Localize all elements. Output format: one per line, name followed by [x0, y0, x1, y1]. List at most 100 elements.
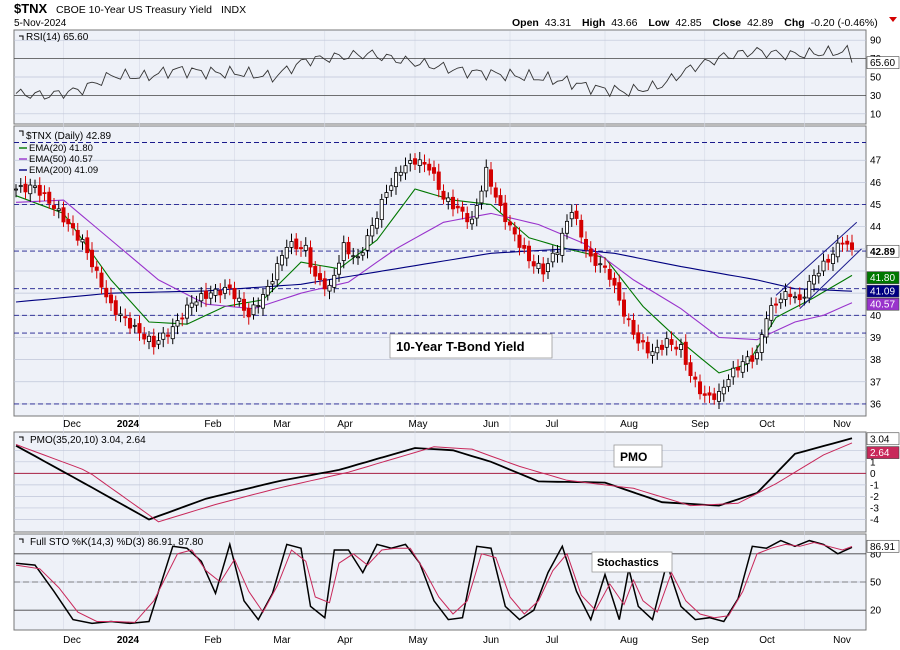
price-bar-body — [85, 237, 90, 254]
price-last-value-text: 42.89 — [870, 247, 895, 258]
open-value: 43.31 — [545, 17, 571, 29]
price-bar-body — [142, 333, 147, 340]
price-bar-body — [246, 307, 251, 318]
pmo-y-tick-label: -2 — [870, 492, 879, 503]
ema20-last-value: 41.80 — [866, 271, 900, 284]
symbol-name: CBOE 10-Year US Treasury Yield — [56, 4, 212, 16]
price-bar-body — [90, 249, 95, 268]
price-bar-body — [783, 291, 788, 300]
annotation-text: PMO — [620, 450, 647, 464]
rsi-last-value: 65.60 — [866, 56, 900, 69]
x-axis-label-price: Sep — [691, 419, 709, 430]
price-bar-body — [232, 287, 237, 300]
x-axis-label-bottom: Apr — [337, 635, 353, 646]
price-bar-body — [455, 205, 460, 209]
price-bar-body — [403, 165, 408, 174]
x-axis-label-price: Oct — [759, 419, 775, 430]
price-bar-body — [669, 339, 674, 345]
price-bars — [13, 151, 855, 410]
price-bar-body — [702, 393, 707, 396]
axis-labels: Dec Dec 2024 2024 Feb Feb Mar Mar Apr Apr May May Ju… — [63, 36, 900, 646]
price-bar-body — [441, 190, 446, 200]
price-bar-body — [146, 335, 151, 342]
pmo-legend: PMO(35,20,10) 3.04, 2.64 — [19, 435, 146, 446]
price-bar-body — [227, 284, 232, 289]
price-bar-body — [731, 367, 736, 378]
price-bar-body — [469, 218, 474, 225]
annotation-text: 10-Year T-Bond Yield — [396, 339, 525, 354]
rsi-line — [15, 44, 853, 100]
price-bar-body — [655, 346, 660, 354]
rsi-last-value-box — [866, 56, 900, 69]
rsi-y-tick-label: 50 — [870, 73, 882, 84]
pmo-signal-last-value-box — [866, 446, 900, 459]
price-bar-body — [265, 285, 270, 296]
pmo-y-tick-label: 0 — [870, 469, 876, 480]
price-bar-body — [260, 294, 265, 309]
price-legend-title: $TNX (Daily) 42.89 — [26, 131, 111, 142]
price-bar-body — [23, 183, 28, 193]
price-bar-body — [626, 318, 631, 321]
price-bar-body — [717, 391, 722, 402]
price-bar-body — [755, 352, 760, 360]
price-bar-body — [94, 266, 99, 271]
x-axis-label-price: Feb — [204, 419, 222, 430]
rsi-legend: RSI(14) 65.60 — [19, 32, 89, 43]
price-y-tick-label: 45 — [870, 200, 882, 211]
price-bar-body — [565, 220, 570, 234]
price-bar-body — [389, 185, 394, 191]
price-bar-body — [213, 288, 218, 296]
x-axis-label-price: Jun — [483, 419, 499, 430]
price-bar-body — [327, 284, 332, 292]
price-bar-body — [80, 238, 85, 243]
price-bar-body — [679, 344, 684, 350]
price-y-tick-label: 36 — [870, 399, 882, 410]
stochastics-legend: Full STO %K(14,3) %D(3) 86.91, 87.80 — [19, 537, 204, 548]
annotation-box — [613, 444, 663, 468]
price-bar-body — [688, 362, 693, 377]
price-y-tick-label: 46 — [870, 178, 882, 189]
price-bar-body — [47, 191, 52, 204]
x-axis-label-bottom: Aug — [620, 635, 638, 646]
sto-line-1 — [15, 541, 853, 623]
price-bar-body — [294, 238, 299, 250]
price-bar-body — [104, 287, 109, 298]
price-bar-body — [322, 278, 327, 290]
price-bar-body — [740, 361, 745, 373]
price-bar-body — [123, 316, 128, 319]
price-bar-body — [660, 344, 665, 350]
price-bar-body — [184, 304, 189, 319]
price-bar-body — [436, 171, 441, 190]
low-label: Low — [648, 17, 670, 29]
x-axis-label-bottom: Nov — [833, 635, 851, 646]
rsi-legend-text: RSI(14) 65.60 — [26, 32, 89, 43]
price-bar-body — [612, 277, 617, 286]
price-bar-body — [332, 274, 337, 288]
price-bar-body — [826, 258, 831, 263]
price-bar-body — [374, 218, 379, 229]
price-bar-body — [617, 282, 622, 301]
price-bar-body — [398, 171, 403, 176]
price-bar-body — [641, 340, 646, 343]
price-bar-body — [479, 190, 484, 204]
price-bar-body — [71, 223, 76, 229]
price-bar-body — [370, 225, 375, 237]
ema200-last-value-box — [866, 284, 900, 298]
price-bar-body — [270, 281, 275, 285]
pmo-last-value: 3.04 — [866, 432, 900, 445]
price-bar-body — [99, 272, 104, 288]
price-bar-body — [726, 379, 731, 388]
chart-date: 5-Nov-2024 — [14, 18, 67, 29]
sto-y-tick-label: 50 — [870, 578, 882, 589]
price-y-tick-label: 37 — [870, 377, 882, 388]
x-axis-label-bottom: Oct — [759, 635, 775, 646]
high-value: 43.66 — [611, 17, 637, 29]
price-last-value-box — [866, 244, 900, 258]
price-bar-body — [527, 245, 532, 262]
sto-y-tick-label: 80 — [870, 549, 882, 560]
ohlc-readout: Open 43.31 High 43.66 Low 42.85 Close 42… — [512, 17, 878, 29]
price-bar-body — [132, 324, 137, 327]
price-bar-body — [517, 234, 522, 248]
ema20-last-value-text: 41.80 — [870, 273, 895, 284]
price-bar-body — [821, 260, 826, 272]
